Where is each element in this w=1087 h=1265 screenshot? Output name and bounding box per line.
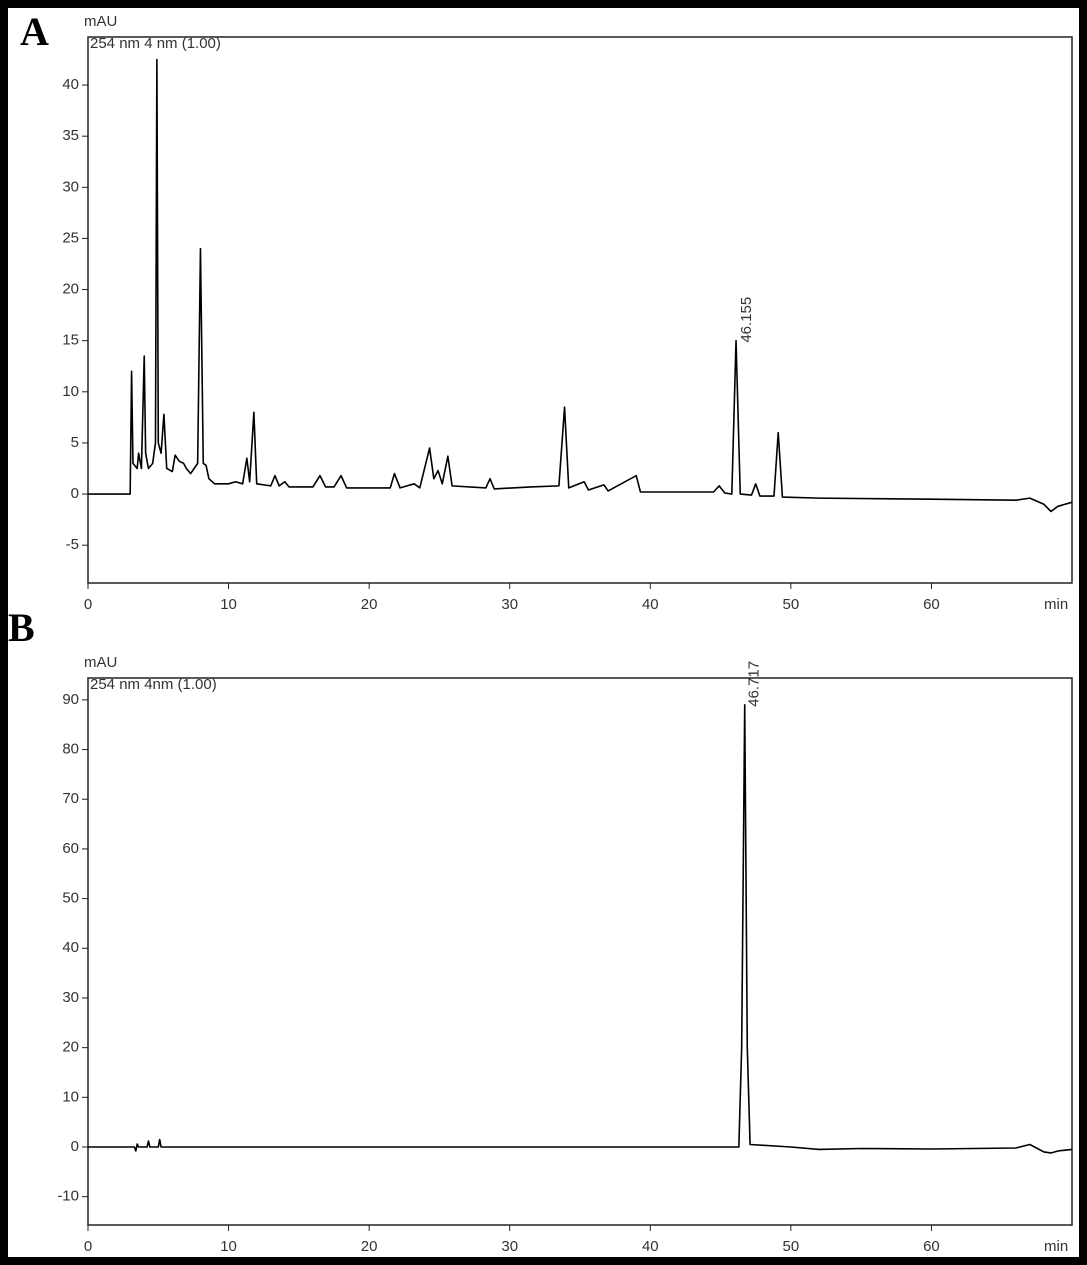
- y-tick-label: 70: [62, 790, 79, 807]
- y-tick-label: -10: [57, 1188, 79, 1205]
- trace: [88, 704, 1073, 1154]
- x-axis-label: min: [1044, 596, 1068, 613]
- y-tick-label: 15: [62, 332, 79, 349]
- y-tick-label: 60: [62, 840, 79, 857]
- x-tick-label: 60: [923, 1238, 940, 1255]
- y-tick-label: 20: [62, 1039, 79, 1056]
- x-tick-label: 40: [642, 1238, 659, 1255]
- y-tick-label: 25: [62, 229, 79, 246]
- plot-area: [87, 36, 1073, 584]
- peak-label: 46.155: [738, 297, 755, 343]
- x-tick-label: 30: [501, 596, 518, 613]
- y-tick-label: 50: [62, 890, 79, 907]
- x-axis-label: min: [1044, 1238, 1068, 1255]
- plot-area: [87, 677, 1073, 1226]
- trace: [88, 58, 1073, 513]
- x-tick-label: 0: [84, 596, 92, 613]
- x-tick-label: 10: [220, 596, 237, 613]
- y-tick-label: 5: [71, 434, 79, 451]
- y-tick-label: 90: [62, 691, 79, 708]
- y-axis-label: mAU: [84, 654, 117, 671]
- y-tick-label: 20: [62, 281, 79, 298]
- x-tick-label: 10: [220, 1238, 237, 1255]
- y-tick-label: 10: [62, 383, 79, 400]
- y-tick-label: 30: [62, 178, 79, 195]
- x-tick-label: 50: [783, 596, 800, 613]
- y-axis-label: mAU: [84, 13, 117, 30]
- subtitle: 254 nm 4 nm (1.00): [90, 35, 221, 52]
- y-tick-label: 40: [62, 76, 79, 93]
- y-tick-label: 0: [71, 485, 79, 502]
- subtitle: 254 nm 4nm (1.00): [90, 676, 217, 693]
- y-tick-label: 80: [62, 741, 79, 758]
- y-tick-label: -5: [66, 536, 79, 553]
- y-tick-label: 30: [62, 989, 79, 1006]
- x-tick-label: 20: [361, 596, 378, 613]
- panel-label: A: [20, 9, 49, 54]
- x-tick-label: 30: [501, 1238, 518, 1255]
- y-tick-label: 0: [71, 1138, 79, 1155]
- panel-label: B: [8, 605, 35, 650]
- peak-label: 46.717: [746, 661, 763, 707]
- x-tick-label: 0: [84, 1238, 92, 1255]
- x-tick-label: 20: [361, 1238, 378, 1255]
- x-tick-label: 40: [642, 596, 659, 613]
- y-tick-label: 40: [62, 939, 79, 956]
- y-tick-label: 10: [62, 1088, 79, 1105]
- y-tick-label: 35: [62, 127, 79, 144]
- x-tick-label: 50: [783, 1238, 800, 1255]
- x-tick-label: 60: [923, 596, 940, 613]
